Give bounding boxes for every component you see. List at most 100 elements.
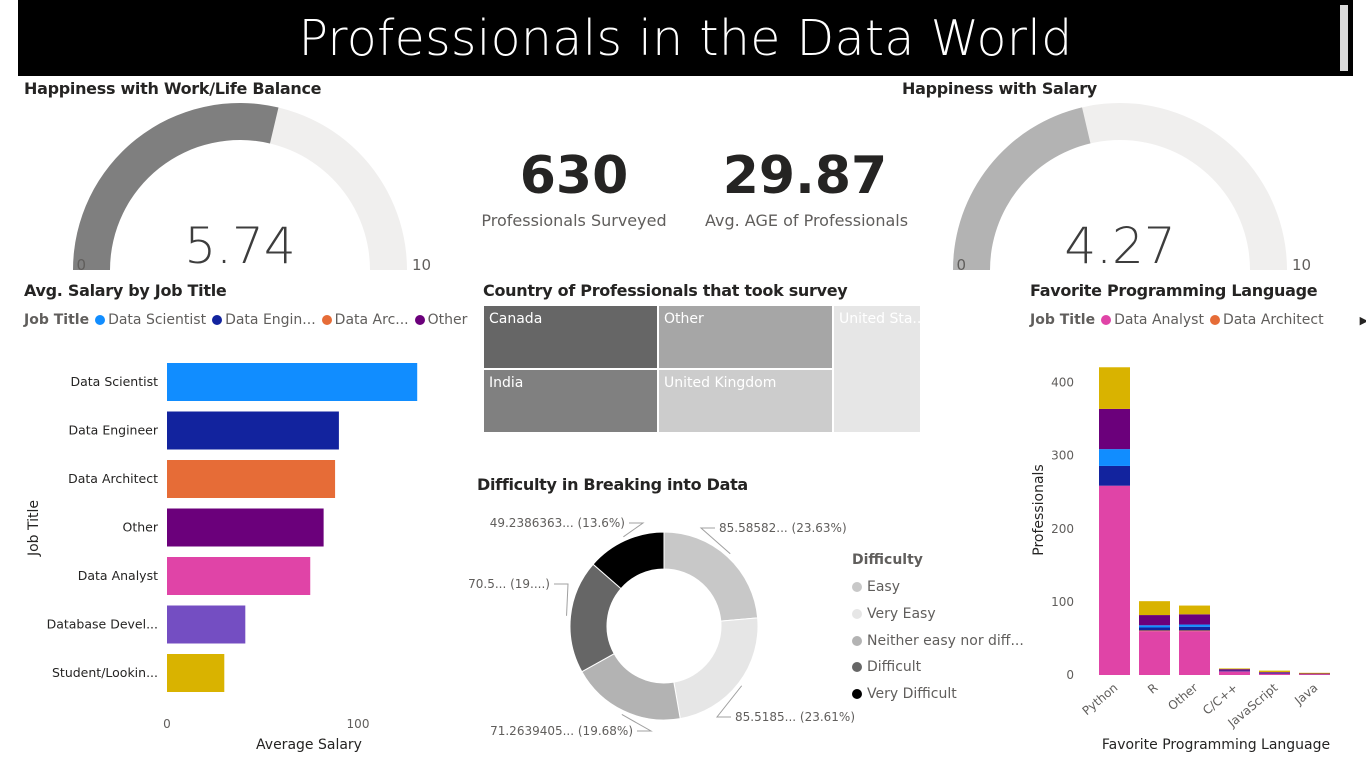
x-axis-title: Average Salary [256,737,362,753]
gauge-value: 5.74 [184,217,295,275]
stacked-bar-segment[interactable] [1139,615,1170,626]
stacked-bar-segment[interactable] [1139,631,1170,675]
salary-bar-label: Student/Lookin... [52,665,158,680]
donut-data-label: 85.58582... (23.63%) [719,521,847,535]
scrollbar-thumb[interactable] [1340,5,1348,71]
stacked-bar-segment[interactable] [1259,670,1290,673]
stacked-bar-segment[interactable] [1299,672,1330,674]
x-tick-label: 100 [347,717,370,731]
donut-title: Difficulty in Breaking into Data [477,475,748,494]
treemap-cell-other[interactable]: Other [658,305,833,369]
legend-next-arrow-icon[interactable]: ▶ [1359,313,1366,327]
stacked-bar-segment[interactable] [1139,630,1170,632]
legend-dot [212,315,223,325]
treemap-cell-united-states[interactable]: United Sta... [833,305,921,433]
stacked-bar-segment[interactable] [1259,673,1290,675]
stacked-bar-segment[interactable] [1179,624,1210,627]
legend-dot [852,662,862,673]
donut-leader-line [621,714,653,732]
legend-item-data-scientist[interactable]: Data Scientist [95,312,206,328]
legend-dot [852,582,862,593]
stacked-bar-segment[interactable] [1139,625,1170,628]
work-life-gauge-title: Happiness with Work/Life Balance [24,79,322,98]
legend-item-data-architect[interactable]: Data Arc... [321,312,409,328]
legend-label: Neither easy nor diff... [867,632,1024,649]
stacked-bar-segment[interactable] [1099,465,1130,486]
salary-gauge-title: Happiness with Salary [902,79,1097,98]
gauge-fill[interactable] [953,107,1091,271]
stacked-bar-segment[interactable] [1219,669,1250,671]
kpi-age-label: Avg. AGE of Professionals [705,211,909,230]
legend-dot [852,689,862,700]
donut-legend-item-very-difficult[interactable]: Very Difficult [852,681,1024,708]
donut-legend-item-very-easy[interactable]: Very Easy [852,601,1024,628]
salary-bar-label: Data Architect [68,471,158,486]
lang-chart-legend: Job Title Data Analyst Data Architect ▶ [1030,312,1366,328]
legend-item-other[interactable]: Other [414,312,467,328]
salary-bar[interactable] [167,557,311,595]
stacked-bar-segment[interactable] [1179,630,1210,632]
gauge-max-label: 10 [412,256,431,274]
salary-bar[interactable] [167,508,324,547]
donut-legend-item-neither[interactable]: Neither easy nor diff... [852,627,1024,654]
salary-bar[interactable] [167,654,225,692]
stacked-bar-segment[interactable] [1299,674,1330,675]
stacked-bar-segment[interactable] [1099,408,1130,450]
legend-label: Data Architect [1222,312,1324,328]
salary-bar[interactable] [167,411,339,450]
salary-bar[interactable] [167,460,336,498]
legend-label: Easy [867,579,901,596]
donut-slice[interactable] [673,617,759,720]
donut-legend: Difficulty Easy Very Easy Neither easy n… [852,552,1024,707]
donut-slice[interactable] [663,531,759,622]
treemap-cell-india[interactable]: India [483,369,658,433]
legend-title: Job Title [1030,312,1096,328]
stacked-bar-segment[interactable] [1179,626,1210,631]
donut-leader-line [715,685,743,718]
x-tick-label: R [1145,681,1160,697]
x-tick-label: Java [1291,681,1320,709]
salary-gauge[interactable]: 4.27 0 10 [920,95,1340,280]
treemap-cell-label: United Sta... [839,311,921,327]
treemap-cell-label: India [489,375,524,391]
donut-legend-item-easy[interactable]: Easy [852,574,1024,601]
salary-bar[interactable] [167,363,418,401]
donut-data-label: 49.2386363... (13.6%) [490,516,625,530]
stacked-bar-segment[interactable] [1219,671,1250,675]
stacked-bar-segment[interactable] [1139,601,1170,616]
stacked-bar-segment[interactable] [1219,670,1250,672]
donut-data-label: 71.2639405... (19.68%) [490,724,633,738]
salary-chart-legend: Job Title Data Scientist Data Engin... D… [24,312,496,328]
donut-slice[interactable] [592,531,665,590]
stacked-bar-segment[interactable] [1259,672,1290,673]
stacked-bar-segment[interactable] [1259,672,1290,674]
stacked-bar-segment[interactable] [1099,367,1130,409]
donut-data-label: 85.5185... (23.61%) [735,710,855,724]
salary-bar[interactable] [167,605,246,644]
stacked-bar-segment[interactable] [1179,631,1210,675]
treemap-cell-united-kingdom[interactable]: United Kingdom [658,369,833,433]
kpi-professionals-value: 630 [519,146,629,206]
x-axis-title: Favorite Programming Language [1102,737,1330,753]
stacked-bar-segment[interactable] [1099,449,1130,466]
donut-leader-line [623,522,645,538]
stacked-bar-segment[interactable] [1299,673,1330,675]
stacked-bar-segment[interactable] [1179,605,1210,615]
stacked-bar-segment[interactable] [1179,614,1210,625]
gauge-max-label: 10 [1292,256,1311,274]
legend-label: Very Easy [867,606,936,623]
treemap-cell-canada[interactable]: Canada [483,305,658,369]
treemap-cell-label: United Kingdom [664,375,777,391]
stacked-bar-segment[interactable] [1139,627,1170,631]
stacked-bar-segment[interactable] [1099,485,1130,675]
legend-label: Data Scientist [108,312,207,328]
salary-bar-chart: Data Scientist Data Engineer Data Architec… [26,363,418,753]
gauge-fill[interactable] [73,102,279,271]
work-life-gauge[interactable]: 5.74 0 10 [40,95,460,280]
legend-item-data-engineer[interactable]: Data Engin... [212,312,316,328]
stacked-bar-segment[interactable] [1219,668,1250,670]
legend-item-data-analyst[interactable]: Data Analyst [1101,312,1204,328]
donut-legend-item-difficult[interactable]: Difficult [852,654,1024,681]
legend-item-data-architect[interactable]: Data Architect [1209,312,1324,328]
legend-dot [414,315,425,325]
